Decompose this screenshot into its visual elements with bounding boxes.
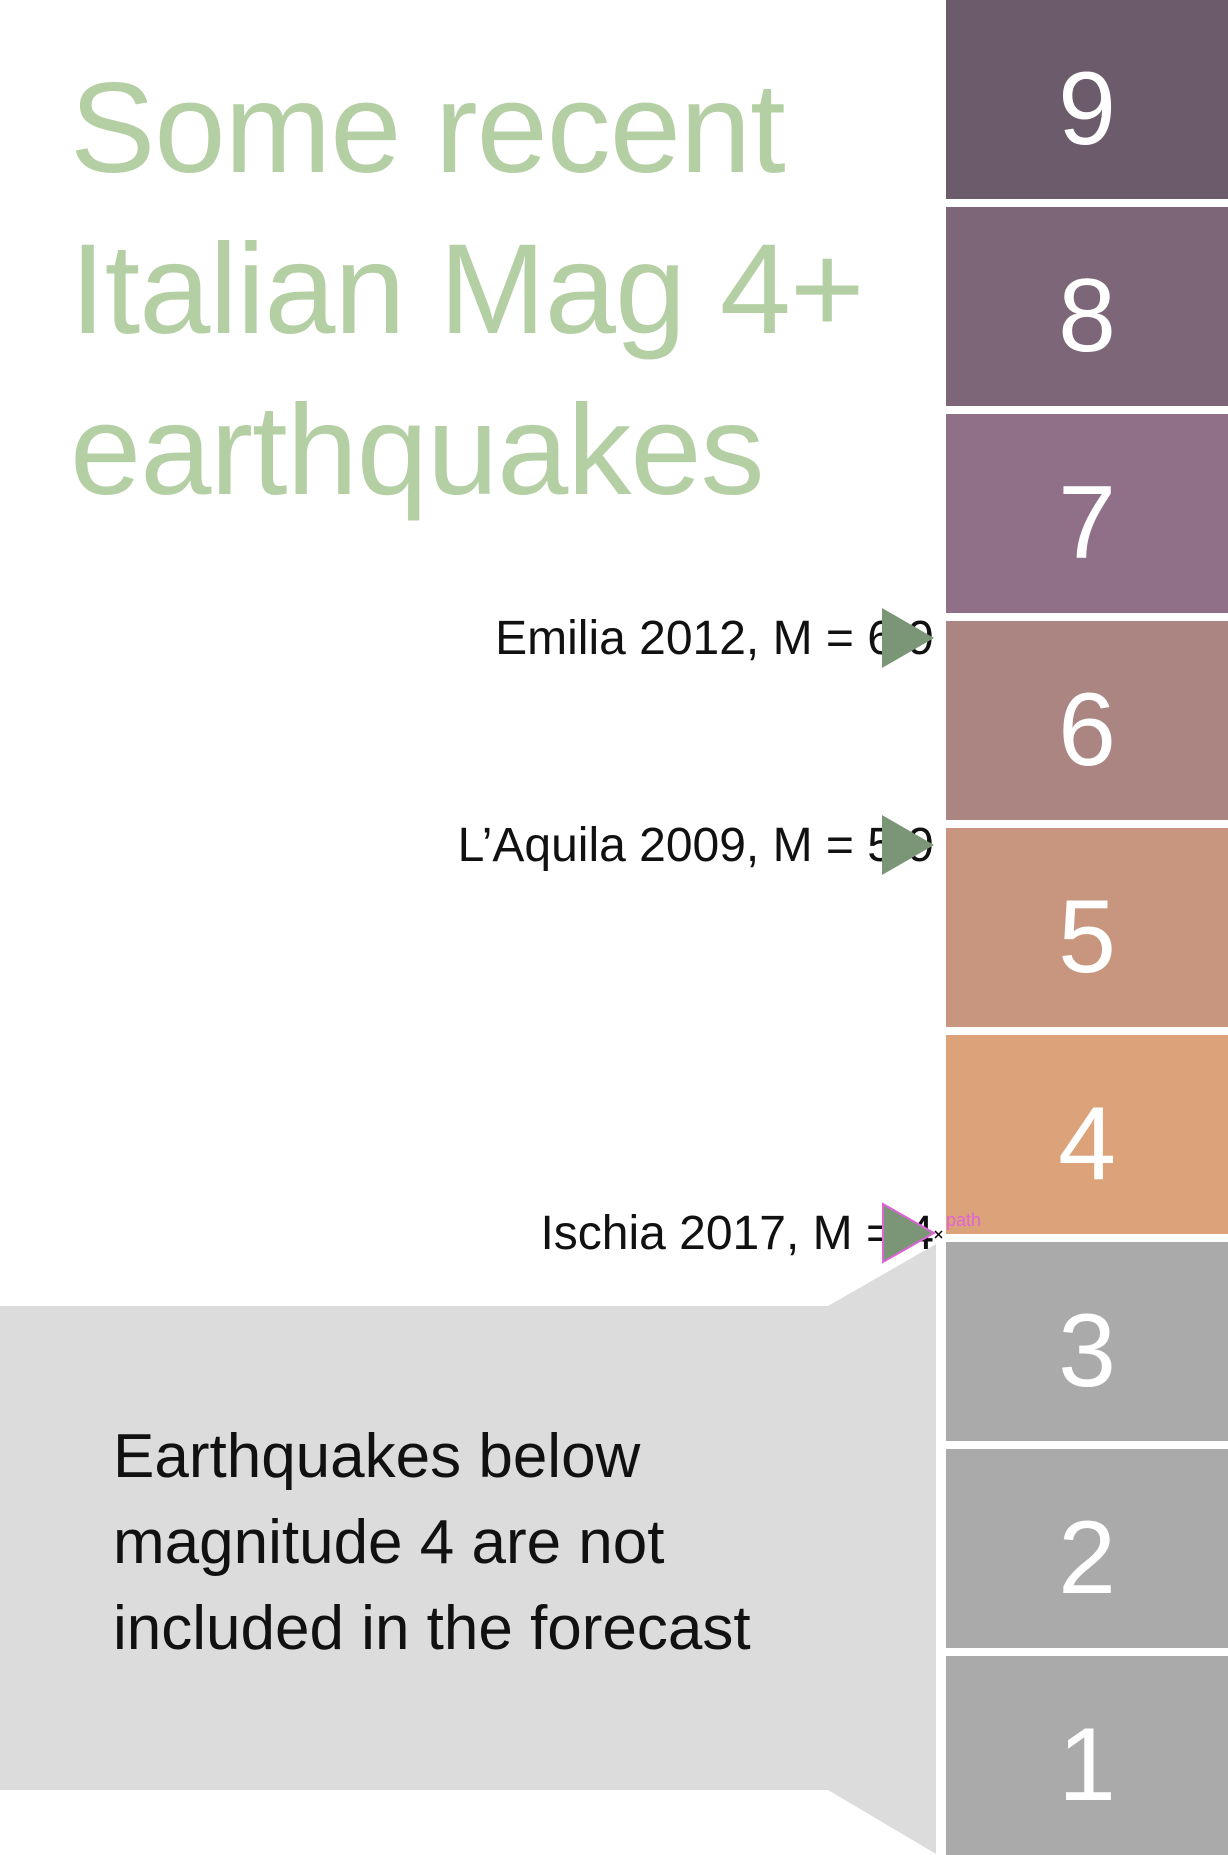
event-marker-emilia	[882, 608, 934, 668]
magnitude-block-1: 1	[946, 1656, 1228, 1855]
selection-outline	[882, 1202, 943, 1264]
title-line-3: earthquakes	[70, 379, 765, 522]
magnitude-scale: 9 8 7 6 5 4 3 2 1	[946, 0, 1228, 1855]
magnitude-label-4: 4	[1058, 1086, 1116, 1202]
callout-line-1: Earthquakes below	[113, 1422, 641, 1491]
magnitude-label-9: 9	[1058, 51, 1116, 167]
event-label-ischia: Ischia 2017, M = 4	[540, 1206, 934, 1260]
title-line-2: Italian Mag 4+	[70, 218, 865, 361]
magnitude-block-5: 5	[946, 828, 1228, 1027]
title-line-1: Some recent	[70, 57, 786, 200]
magnitude-label-8: 8	[1058, 258, 1116, 374]
event-label-laquila: L’Aquila 2009, M = 5.9	[457, 818, 934, 872]
callout-line-2: magnitude 4 are not	[113, 1508, 665, 1577]
event-laquila: L’Aquila 2009, M = 5.9	[458, 815, 934, 875]
magnitude-label-3: 3	[1058, 1293, 1116, 1409]
magnitude-label-6: 6	[1058, 672, 1116, 788]
magnitude-label-1: 1	[1058, 1707, 1116, 1823]
event-ischia: Ischia 2017, M = 4	[540, 1203, 934, 1263]
callout-text: Earthquakes below magnitude 4 are not in…	[113, 1414, 873, 1672]
callout-line-3: included in the forecast	[113, 1594, 751, 1663]
magnitude-label-5: 5	[1058, 879, 1116, 995]
magnitude-block-2: 2	[946, 1449, 1228, 1648]
magnitude-label-7: 7	[1058, 465, 1116, 581]
magnitude-block-7: 7	[946, 414, 1228, 613]
callout-box	[0, 1244, 936, 1854]
magnitude-block-6: 6	[946, 621, 1228, 820]
magnitude-label-2: 2	[1058, 1500, 1116, 1616]
magnitude-block-4: 4	[946, 1035, 1228, 1234]
selection-tag: path	[946, 1210, 982, 1230]
event-label-emilia: Emilia 2012, M = 6.9	[495, 611, 934, 665]
magnitude-block-8: 8	[946, 207, 1228, 406]
title: Some recent Italian Mag 4+ earthquakes	[70, 48, 930, 531]
magnitude-block-3: 3	[946, 1242, 1228, 1441]
event-emilia: Emilia 2012, M = 6.9	[495, 608, 934, 668]
magnitude-block-9: 9	[946, 0, 1228, 199]
event-marker-laquila	[882, 815, 934, 875]
